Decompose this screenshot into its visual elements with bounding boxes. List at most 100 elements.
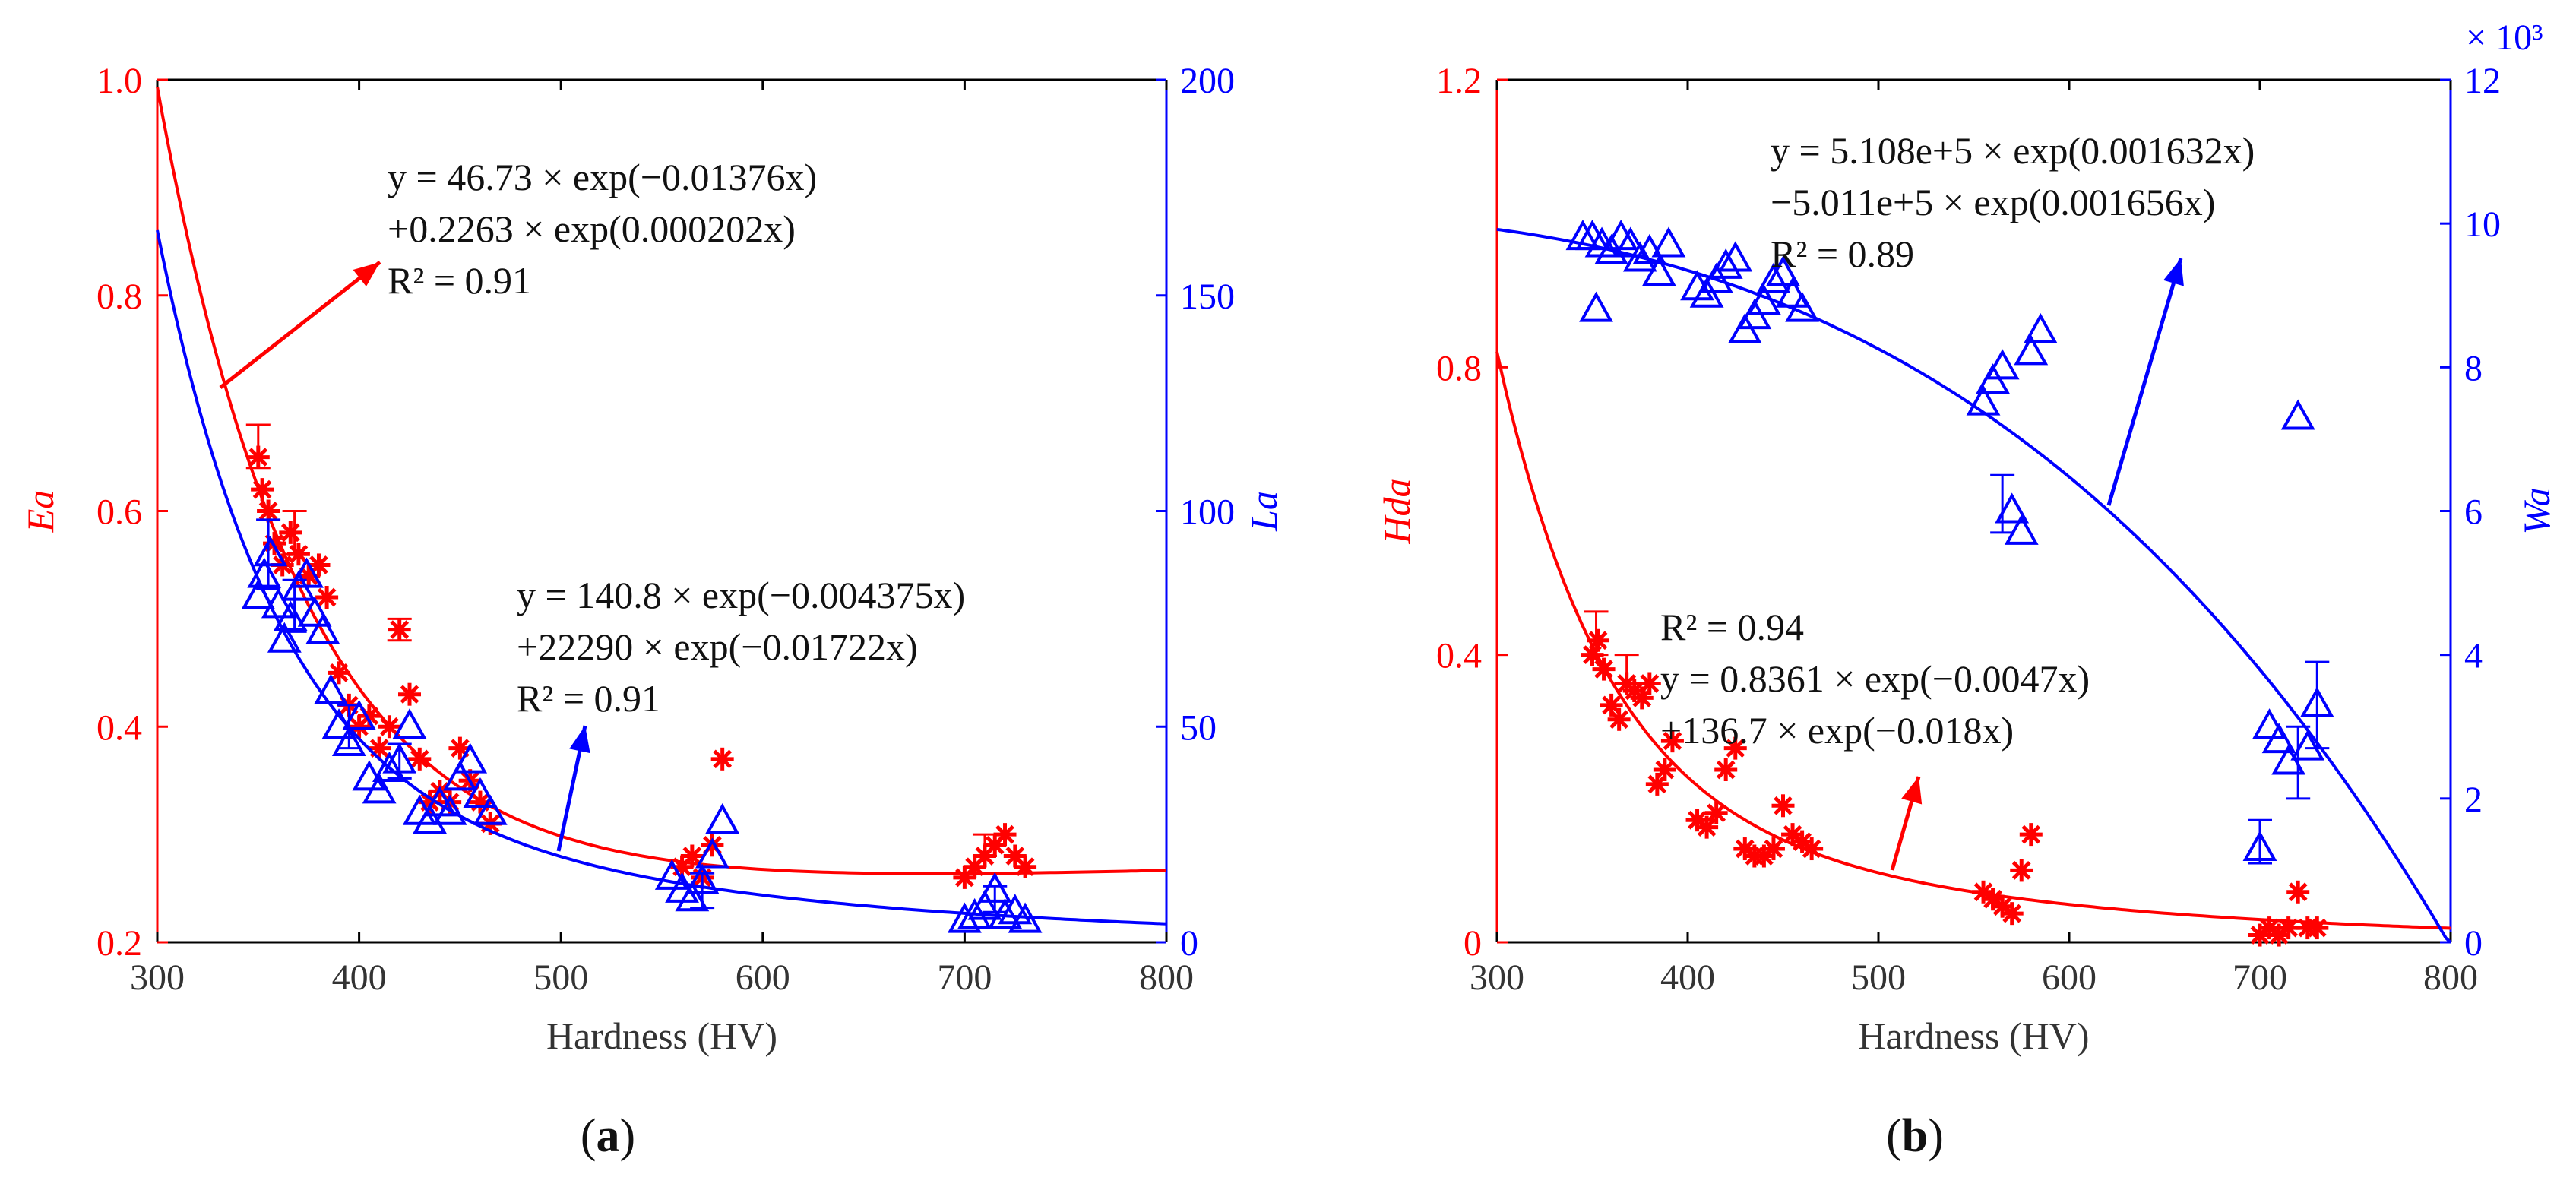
x-tick-label: 800 [1139, 957, 1194, 998]
data-point-La [290, 557, 324, 588]
data-point-Ea [251, 478, 274, 502]
asterisk-stroke [1973, 882, 1993, 902]
data-point-Wa [2004, 514, 2039, 545]
data-point-La [432, 794, 467, 825]
fit-equation-line: +22290 × exp(−0.01722x) [517, 625, 918, 668]
right-y-axis-title: Wa [2515, 487, 2558, 534]
data-point-La [314, 673, 348, 704]
left-y-axis-title: Hda [1375, 478, 1418, 544]
data-point-Ea [279, 521, 302, 544]
asterisk-stroke [329, 663, 349, 682]
asterisk-stroke [451, 739, 470, 758]
asterisk-stroke [1983, 889, 2002, 909]
left-y-axis-title: Ea [19, 490, 62, 533]
data-point-Hda [2286, 880, 2310, 904]
x-axis-title: Hardness (HV) [1858, 1014, 2089, 1057]
data-point-La [705, 803, 740, 834]
asterisk-stroke [1793, 832, 1812, 851]
x-tick-label: 700 [937, 957, 992, 998]
right-axis-multiplier: × 10³ [2466, 17, 2543, 58]
x-tick-label: 400 [332, 957, 387, 998]
asterisk-stroke [1783, 824, 1802, 844]
asterisk-stroke [2307, 918, 2327, 938]
data-point-Hda [1607, 707, 1631, 731]
data-point-Ea [398, 682, 421, 706]
left-tick-label: 0.6 [97, 492, 142, 533]
data-point-La [957, 897, 992, 929]
data-point-Hda [2277, 916, 2300, 940]
data-point-Hda [1800, 837, 1824, 861]
asterisk-stroke [400, 685, 419, 704]
right-tick-label: 12 [2464, 61, 2501, 101]
data-point-Ea [680, 844, 704, 868]
fit-equation-line: y = 0.8361 × exp(−0.0047x) [1660, 657, 2090, 700]
asterisk-stroke [2021, 824, 2041, 844]
asterisk-stroke [1640, 674, 1660, 693]
data-point-Wa [1756, 262, 1791, 293]
asterisk-stroke [1655, 760, 1675, 780]
data-point-Wa [1766, 255, 1800, 286]
series-Hda [1495, 351, 2451, 947]
data-point-Hda [1723, 736, 1747, 760]
chart-panel-a: 300 400 500 600 700 800 0.2 0.4 0.6 0.8 1.0 0 50 100 1… [19, 61, 1285, 1162]
data-point-La [392, 708, 427, 739]
data-point-La [273, 600, 308, 631]
data-point-Hda [1660, 730, 1684, 753]
asterisk-stroke [380, 717, 399, 736]
right-tick-label: 6 [2464, 492, 2483, 533]
data-point-Hda [1587, 628, 1610, 652]
left-tick-label: 0.8 [97, 277, 142, 317]
left-tick-label: 0 [1464, 923, 1482, 964]
data-point-Ea [388, 618, 411, 641]
caption-paren-open: ( [1886, 1110, 1902, 1162]
data-point-Wa [1995, 492, 2030, 524]
data-point-La [1008, 902, 1043, 933]
data-point-Wa [1966, 385, 2001, 416]
x-axis-title: Hardness (HV) [546, 1014, 777, 1057]
data-point-Ea [328, 661, 351, 685]
data-point-Hda [1592, 657, 1616, 681]
data-point-La [297, 596, 332, 627]
right-tick-label: 8 [2464, 348, 2483, 388]
asterisk-stroke [1663, 731, 1682, 751]
right-tick-label: 10 [2464, 204, 2501, 245]
asterisk-stroke [390, 620, 410, 639]
right-tick-label: 2 [2464, 780, 2483, 820]
caption-letter: b [1902, 1110, 1928, 1162]
fit-equation-line: R² = 0.91 [517, 677, 660, 720]
data-point-Wa [1775, 277, 1810, 308]
data-point-La [342, 699, 377, 730]
fit-equation-line: y = 5.108e+5 × exp(0.001632x) [1771, 129, 2255, 172]
data-point-Ea [710, 747, 734, 771]
fit-equation-line: R² = 0.94 [1660, 606, 1804, 648]
data-point-Ea [993, 823, 1017, 847]
x-tick-label: 300 [1470, 957, 1524, 998]
data-point-La [977, 872, 1012, 903]
data-point-Hda [2305, 916, 2329, 940]
data-point-Wa [1613, 226, 1648, 258]
data-point-Wa [2242, 830, 2277, 862]
left-tick-label: 0.4 [97, 707, 142, 748]
data-point-Wa [2280, 399, 2315, 430]
asterisk-stroke [289, 544, 309, 564]
data-point-Hda [1991, 894, 2014, 918]
x-tick-label: 800 [2423, 957, 2478, 998]
asterisk-stroke [359, 706, 379, 726]
asterisk-stroke [317, 587, 337, 607]
data-point-Wa [2023, 312, 2058, 344]
right-y-axis-title: La [1242, 491, 1285, 532]
asterisk-stroke [1697, 818, 1717, 837]
data-point-La [675, 881, 710, 912]
asterisk-stroke [1602, 695, 1621, 715]
annotation-arrow-head [569, 726, 590, 754]
left-tick-label: 0.8 [1436, 348, 1482, 388]
data-point-Hda [1638, 672, 1661, 695]
asterisk-stroke [1588, 631, 1608, 650]
data-point-Wa [2252, 708, 2286, 739]
asterisk-stroke [995, 824, 1014, 844]
data-point-Ea [286, 543, 310, 566]
series-La [156, 229, 1167, 933]
annotation-arrow-head [2163, 258, 2184, 286]
data-point-La [241, 578, 276, 609]
